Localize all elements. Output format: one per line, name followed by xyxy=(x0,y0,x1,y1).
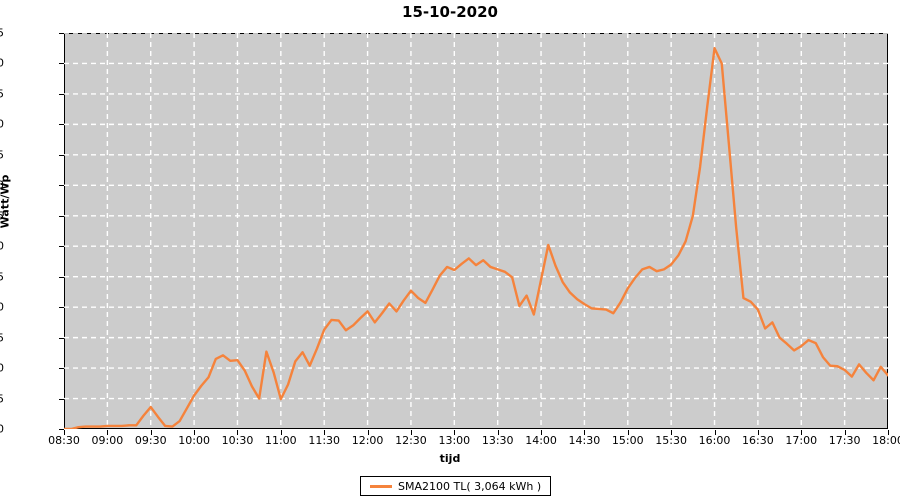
x-tick-label: 14:30 xyxy=(568,434,601,447)
x-tick-mark xyxy=(280,430,282,435)
x-tick-mark xyxy=(367,430,369,435)
x-tick-mark xyxy=(801,430,803,435)
x-tick-label: 10:30 xyxy=(221,434,254,447)
x-tick-mark xyxy=(627,430,629,435)
x-tick-mark xyxy=(584,430,586,435)
x-tick-label: 08:30 xyxy=(48,434,80,447)
y-tick-label: 0,20 xyxy=(0,300,4,314)
y-tick-label: 0,65 xyxy=(0,26,4,40)
y-tick-mark xyxy=(59,124,64,126)
y-tick-mark xyxy=(59,368,64,370)
x-tick-mark xyxy=(844,430,846,435)
y-tick-mark xyxy=(59,63,64,65)
x-tick-label: 12:30 xyxy=(395,434,427,447)
y-tick-mark xyxy=(59,246,64,248)
y-tick-label: 0,55 xyxy=(0,87,4,101)
x-tick-mark xyxy=(541,430,543,435)
y-tick-mark xyxy=(59,185,64,187)
y-tick-mark xyxy=(59,398,64,400)
y-tick-mark xyxy=(59,215,64,217)
x-tick-label: 10:00 xyxy=(178,434,210,447)
x-tick-label: 09:30 xyxy=(134,434,167,447)
x-tick-label: 13:00 xyxy=(438,434,471,447)
x-tick-mark xyxy=(107,430,109,435)
x-tick-label: 14:00 xyxy=(525,434,557,447)
x-tick-label: 18:00 xyxy=(872,434,900,447)
y-tick-mark xyxy=(59,154,64,156)
y-tick-label: 0,00 xyxy=(0,422,4,436)
y-tick-label: 0,40 xyxy=(0,178,4,192)
y-tick-mark xyxy=(59,307,64,309)
gridlines xyxy=(64,33,888,429)
x-tick-mark xyxy=(150,430,152,435)
y-tick-label: 0,50 xyxy=(0,117,4,131)
x-tick-label: 11:00 xyxy=(264,434,297,447)
y-tick-label: 0,25 xyxy=(0,270,4,284)
series-line xyxy=(64,47,888,429)
x-tick-mark xyxy=(671,430,673,435)
y-tick-mark xyxy=(59,337,64,339)
x-axis-title: tijd xyxy=(439,452,461,465)
x-tick-label: 13:30 xyxy=(481,434,514,447)
y-tick-label: 0,10 xyxy=(0,361,4,375)
data-series-group xyxy=(64,47,888,429)
y-tick-label: 0,05 xyxy=(0,392,4,406)
legend-entry-label: SMA2100 TL( 3,064 kWh ) xyxy=(398,479,542,493)
x-tick-label: 15:30 xyxy=(655,434,688,447)
x-tick-mark xyxy=(237,430,239,435)
x-tick-label: 12:00 xyxy=(351,434,384,447)
series-plot xyxy=(64,33,888,429)
y-tick-mark xyxy=(59,429,64,430)
plot-region xyxy=(64,33,888,429)
chart-legend: SMA2100 TL( 3,064 kWh ) xyxy=(360,476,552,496)
x-tick-label: 16:30 xyxy=(742,434,774,447)
x-tick-mark xyxy=(324,430,326,435)
x-tick-mark xyxy=(454,430,456,435)
x-tick-mark xyxy=(757,430,759,435)
chart-title: 15-10-2020 xyxy=(402,3,498,21)
x-tick-mark xyxy=(194,430,196,435)
y-tick-label: 0,45 xyxy=(0,148,4,162)
x-tick-label: 16:00 xyxy=(698,434,731,447)
y-tick-label: 0,30 xyxy=(0,239,4,253)
y-tick-label: 0,15 xyxy=(0,331,4,345)
y-tick-label: 0,60 xyxy=(0,56,4,70)
x-tick-label: 17:00 xyxy=(785,434,818,447)
x-tick-mark xyxy=(714,430,716,435)
plot-background xyxy=(64,33,888,429)
y-tick-mark xyxy=(59,33,64,34)
x-tick-label: 09:00 xyxy=(91,434,124,447)
y-axis-title: Watt/Wp xyxy=(0,174,12,229)
x-tick-mark xyxy=(410,430,412,435)
x-tick-mark xyxy=(497,430,499,435)
x-tick-label: 17:30 xyxy=(828,434,861,447)
y-tick-label: 0,35 xyxy=(0,209,4,223)
x-tick-label: 15:00 xyxy=(611,434,644,447)
y-tick-mark xyxy=(59,276,64,278)
x-tick-mark xyxy=(888,430,889,435)
x-tick-mark xyxy=(64,430,65,435)
x-tick-label: 11:30 xyxy=(308,434,341,447)
y-axis: 0,00 0,05 0,10 0,15 0,20 0,25 0,30 0,35 0,40 0,45… xyxy=(0,0,64,500)
legend-color-swatch xyxy=(370,484,392,488)
y-tick-mark xyxy=(59,93,64,95)
